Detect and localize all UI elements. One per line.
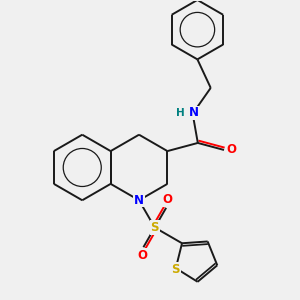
Text: O: O [162,194,172,206]
Text: O: O [137,249,148,262]
Text: N: N [188,106,199,119]
Text: O: O [227,142,237,156]
Text: H: H [176,108,185,118]
Text: N: N [134,194,144,207]
Text: S: S [172,262,180,276]
Text: S: S [151,221,159,234]
